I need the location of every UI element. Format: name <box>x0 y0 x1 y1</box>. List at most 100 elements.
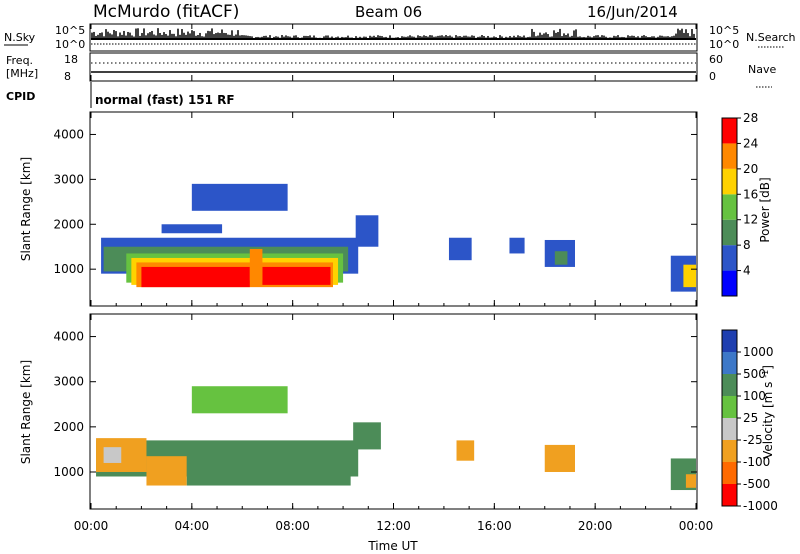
y-tick-label: 3000 <box>53 375 84 389</box>
x-tick-label: 12:00 <box>376 519 411 533</box>
colorbar-tick-label: 25 <box>743 411 758 425</box>
colorbar-swatch <box>722 462 737 484</box>
cpid-label: CPID <box>6 90 35 103</box>
power-echo-region <box>355 215 379 247</box>
power-y-axis: 1000 2000 3000 4000 <box>53 127 697 276</box>
nsky-noise-trace <box>91 28 696 40</box>
colorbar-tick-label: 16 <box>743 187 758 201</box>
noise-tick-bottom-right: 10^0 <box>709 38 739 51</box>
x-tick-label: 16:00 <box>477 519 512 533</box>
colorbar-tick-label: 8 <box>743 238 751 252</box>
velocity-echo-region <box>685 474 696 488</box>
velocity-unit-suffix: ] <box>761 365 775 370</box>
colorbar-swatch <box>722 194 737 220</box>
colorbar-swatch <box>722 118 737 144</box>
power-echo-region <box>554 251 568 265</box>
y-tick-label: 4000 <box>53 127 84 141</box>
power-echo-region <box>448 237 472 261</box>
colorbar-swatch <box>722 484 737 506</box>
colorbar-tick-label: 20 <box>743 162 758 176</box>
colorbar-tick-label: 500 <box>743 367 766 381</box>
colorbar-frame <box>721 117 738 297</box>
noise-tick-top-right: 10^5 <box>709 24 739 37</box>
colorbar-swatch <box>722 270 737 296</box>
velocity-colorbar-label-text: Velocity [m s <box>761 382 775 459</box>
velocity-colorbar-label: Velocity [m s -1] <box>761 365 776 459</box>
y-tick-label: 1000 <box>53 262 84 276</box>
x-tick-label: 00:00 <box>679 519 714 533</box>
date-title: 16/Jun/2014 <box>587 3 678 21</box>
colorbar-tick-label: -25 <box>743 433 763 447</box>
colorbar-swatch <box>722 374 737 396</box>
velocity-unit-exponent: -1 <box>761 370 770 378</box>
velocity-echo-region <box>456 440 475 461</box>
velocity-echo-region <box>103 447 122 463</box>
power-echo-region <box>141 266 250 288</box>
nsearch-label: N.Search <box>746 31 796 44</box>
cpid-text: normal (fast) 151 RF <box>95 93 235 107</box>
noise-tick-top-left: 10^5 <box>55 24 85 37</box>
x-tick-label: 00:00 <box>74 519 109 533</box>
colorbar-swatch <box>722 330 737 352</box>
y-tick-label: 2000 <box>53 217 84 231</box>
noise-tick-bottom-left: 10^0 <box>55 38 85 51</box>
y-tick-label: 2000 <box>53 420 84 434</box>
colorbar-swatch <box>722 219 737 246</box>
power-echo-region <box>683 264 696 288</box>
y-tick-label: 3000 <box>53 172 84 186</box>
time-x-axis: 00:00 04:00 08:00 12:00 16:00 20:00 00:00 <box>74 24 714 533</box>
colorbar-tick-label: -500 <box>743 477 770 491</box>
power-echo-region <box>509 237 525 254</box>
colorbar-tick-label: 28 <box>743 111 758 125</box>
velocity-data-layer <box>96 386 696 491</box>
colorbar-swatch <box>722 440 737 462</box>
freq-tick-top: 18 <box>64 53 78 66</box>
freq-label-line2: [MHz] <box>6 67 38 80</box>
power-echo-region <box>249 248 263 281</box>
colorbar-swatch <box>722 396 737 418</box>
nsky-label: N.Sky <box>4 31 36 44</box>
colorbar-tick-label: 12 <box>743 213 758 227</box>
nave-tick-bottom: 0 <box>709 70 716 83</box>
colorbar-tick-label: 100 <box>743 389 766 403</box>
velocity-echo-region <box>353 422 381 450</box>
y-tick-label: 1000 <box>53 465 84 479</box>
velocity-echo-region <box>186 453 351 486</box>
nave-label: Nave <box>748 63 776 76</box>
colorbar-swatch <box>722 245 737 271</box>
velocity-y-axis-label: Slant Range [km] <box>19 360 33 464</box>
colorbar-tick-label: -100 <box>743 455 770 469</box>
velocity-y-axis: 1000 2000 3000 4000 <box>53 330 697 479</box>
velocity-echo-region <box>191 386 288 414</box>
colorbar-tick-label: 24 <box>743 136 758 150</box>
power-y-axis-label: Slant Range [km] <box>19 157 33 261</box>
velocity-colorbar: 1000 500 100 25 -25 -100 -500 -1000 <box>721 329 778 513</box>
station-title: McMurdo (fitACF) <box>93 2 239 22</box>
nave-tick-top: 60 <box>709 53 723 66</box>
x-tick-label: 04:00 <box>175 519 210 533</box>
colorbar-tick-label: 4 <box>743 264 751 278</box>
power-echo-region <box>262 266 331 285</box>
freq-tick-bottom: 8 <box>64 70 71 83</box>
power-colorbar-label: Power [dB] <box>758 177 772 242</box>
colorbar-swatch <box>722 168 737 195</box>
power-echo-region <box>161 224 223 234</box>
x-axis-label: Time UT <box>367 539 418 553</box>
x-tick-label: 20:00 <box>578 519 613 533</box>
power-colorbar: 4 8 12 16 20 24 28 <box>721 111 758 297</box>
velocity-echo-region <box>146 456 187 486</box>
velocity-panel: 1000 2000 3000 4000 Slant Range [km] 1000 50… <box>19 313 778 513</box>
colorbar-tick-label: 1000 <box>743 345 774 359</box>
power-echo-region <box>191 183 288 211</box>
colorbar-swatch <box>722 418 737 440</box>
colorbar-swatch <box>722 352 737 374</box>
power-panel: 1000 2000 3000 4000 Slant Range [km] 4 8 12 16… <box>19 111 772 307</box>
colorbar-tick-label: -1000 <box>743 499 778 513</box>
colorbar-swatch <box>722 143 737 169</box>
beam-title: Beam 06 <box>355 3 422 21</box>
x-tick-label: 08:00 <box>275 519 310 533</box>
power-data-layer <box>101 183 696 292</box>
freq-label-line1: Freq. <box>6 54 33 67</box>
y-tick-label: 4000 <box>53 330 84 344</box>
